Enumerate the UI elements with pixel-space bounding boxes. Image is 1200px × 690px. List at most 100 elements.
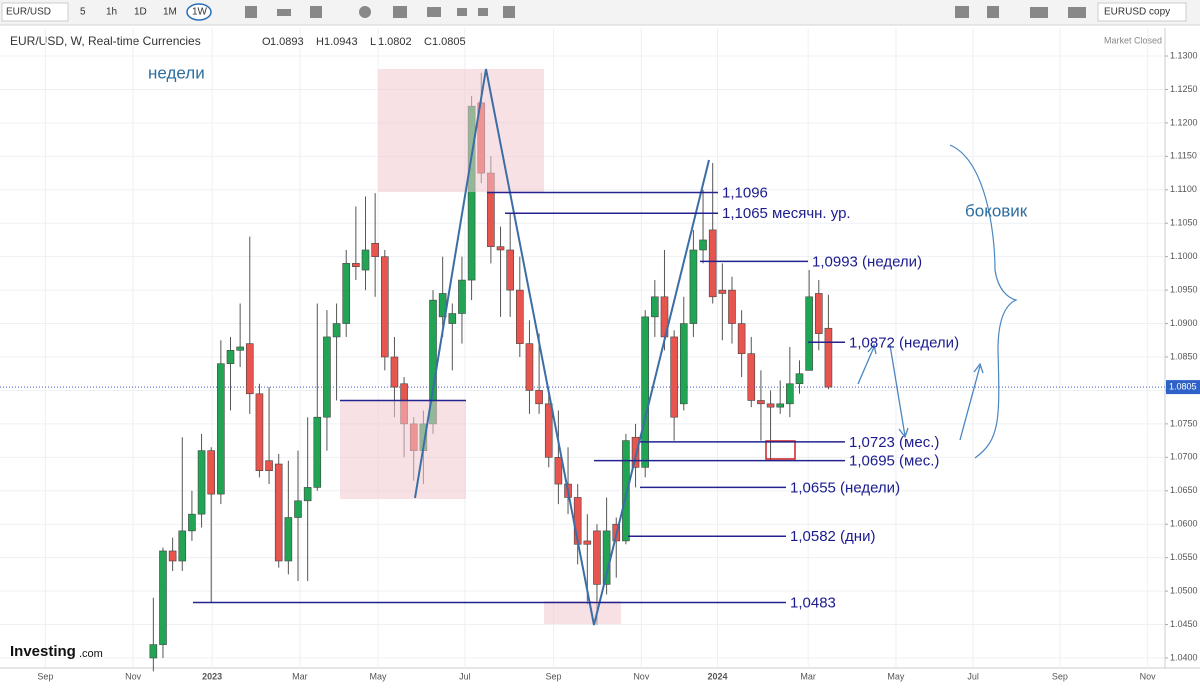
candle-body xyxy=(361,249,370,271)
candle-body xyxy=(622,440,630,542)
candle-body xyxy=(352,263,360,268)
level-label: 1,0993 (недели) xyxy=(812,253,922,270)
interval-button[interactable]: 1h xyxy=(106,7,117,18)
candle-body xyxy=(506,249,514,291)
candle-body xyxy=(583,540,592,545)
interval-button[interactable]: 5 xyxy=(80,7,86,18)
candle-body xyxy=(496,246,505,251)
x-tick-label: Jul xyxy=(459,671,471,681)
chart-title: EUR/USD, W, Real-time Currencies xyxy=(10,34,201,48)
candle-body xyxy=(265,460,273,471)
candle-body xyxy=(390,356,399,388)
candle-body xyxy=(149,644,158,659)
candle-body xyxy=(718,289,727,294)
level-label: 1,0483 xyxy=(790,594,836,611)
y-tick-label: 1.0950 xyxy=(1170,284,1198,294)
x-tick-label: Nov xyxy=(633,671,650,681)
x-tick-label: May xyxy=(370,671,388,681)
annotations xyxy=(340,68,1018,626)
candle-body xyxy=(689,249,698,324)
layout-name[interactable]: EURUSD copy xyxy=(1104,7,1170,18)
candle-body xyxy=(245,343,254,395)
ohlc-letter: O xyxy=(262,36,271,48)
candle-body xyxy=(323,336,331,418)
toolbar xyxy=(0,0,1200,25)
candle-body xyxy=(178,530,187,562)
candle-body xyxy=(236,346,244,351)
y-tick-label: 1.0650 xyxy=(1170,485,1198,495)
y-tick-label: 1.1000 xyxy=(1170,251,1198,261)
candle-body xyxy=(757,400,765,405)
level-label: 1,0655 (недели) xyxy=(790,479,900,496)
candle-body xyxy=(371,242,379,257)
last-price-tag xyxy=(1166,380,1200,395)
candle-body xyxy=(631,436,640,468)
market-status: Market Closed xyxy=(1104,35,1162,45)
interval-button[interactable]: 1D xyxy=(134,7,147,18)
ohlc-letter: L xyxy=(370,36,376,48)
x-tick-label: Jul xyxy=(967,671,979,681)
y-tick-label: 1.1150 xyxy=(1170,151,1197,161)
candle-body xyxy=(824,327,833,388)
brand: Investing xyxy=(10,643,76,660)
candle-body xyxy=(313,416,322,488)
ohlc-value: 1.0893 xyxy=(270,36,304,48)
x-tick-label: 2024 xyxy=(708,671,728,681)
x-tick-label: Sep xyxy=(37,671,53,681)
candle-body xyxy=(197,450,206,515)
candle-body xyxy=(168,550,177,562)
candle-body xyxy=(380,256,389,358)
candle-body xyxy=(554,457,563,485)
candle-body xyxy=(670,336,678,418)
candle-body xyxy=(786,383,794,405)
candle-body xyxy=(458,279,466,314)
candle-body xyxy=(651,296,659,318)
y-tick-label: 1.1300 xyxy=(1170,50,1198,60)
last-price-label: 1.0805 xyxy=(1169,381,1197,391)
candle-body xyxy=(747,353,756,401)
ohlc-value: 1.0802 xyxy=(378,36,412,48)
candle-body xyxy=(159,550,167,645)
candle-body xyxy=(708,229,717,298)
y-tick-label: 1.1200 xyxy=(1170,117,1198,127)
candle-body xyxy=(641,316,649,468)
candle-body xyxy=(332,323,341,338)
symbol[interactable]: EUR/USD xyxy=(6,7,51,18)
candle-body xyxy=(525,343,534,391)
layout-box[interactable] xyxy=(1097,2,1187,22)
y-tick-label: 1.0450 xyxy=(1170,619,1198,629)
candle-body xyxy=(805,296,813,371)
annotation: боковик xyxy=(965,201,1028,220)
candle-body xyxy=(699,239,707,251)
level-label: 1,0723 (мес.) xyxy=(849,434,939,451)
y-tick-label: 1.0600 xyxy=(1170,519,1198,529)
level-label: 1,1065 месячн. ур. xyxy=(722,205,851,222)
y-tick-label: 1.1100 xyxy=(1170,184,1197,194)
zone xyxy=(340,400,466,499)
interval-button[interactable]: 1W xyxy=(192,7,208,18)
candle-body xyxy=(448,313,457,324)
level-label: 1,0695 (мес.) xyxy=(849,453,939,470)
wave-line xyxy=(414,68,710,626)
candle-body xyxy=(516,289,524,344)
symbol-box[interactable] xyxy=(1,2,69,22)
candle-body xyxy=(737,323,746,354)
y-tick-label: 1.0900 xyxy=(1170,318,1198,328)
arrows xyxy=(857,144,1018,459)
toolbar-icons xyxy=(245,6,1086,18)
y-tick-label: 1.0500 xyxy=(1170,585,1198,595)
x-tick-label: 2023 xyxy=(202,671,222,681)
zone xyxy=(544,601,621,624)
candle-body xyxy=(795,373,804,385)
candle-body xyxy=(766,403,775,408)
y-tick-label: 1.0850 xyxy=(1170,351,1198,361)
x-tick-label: Nov xyxy=(1140,671,1157,681)
interval-button[interactable]: 1M xyxy=(163,7,177,18)
y-tick-label: 1.1050 xyxy=(1170,218,1198,228)
candle-body xyxy=(776,403,785,408)
level-label: 1,1096 xyxy=(722,184,768,201)
x-tick-label: Mar xyxy=(800,671,816,681)
candle-body xyxy=(207,450,216,495)
candle-body xyxy=(679,323,688,405)
